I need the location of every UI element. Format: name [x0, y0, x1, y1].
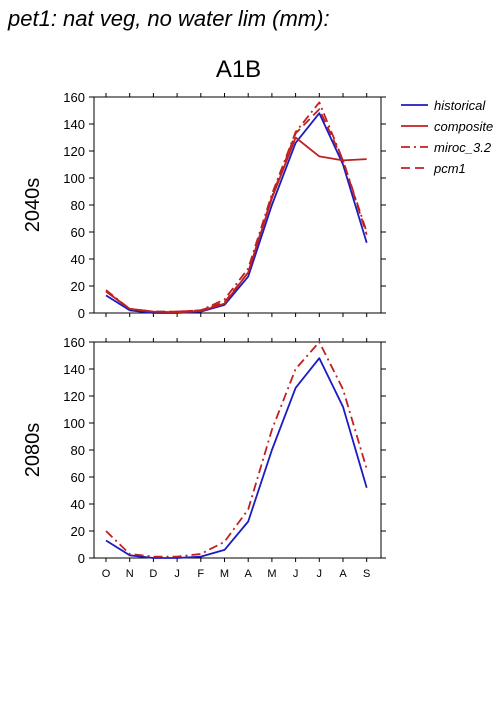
- series-line-historical: [105, 357, 368, 559]
- y-tick-label: 160: [63, 90, 85, 105]
- y-tick-label: 160: [63, 335, 85, 350]
- y-tick-label: 80: [71, 198, 85, 213]
- x-tick-label: A: [245, 568, 253, 580]
- y-tick-label: 60: [71, 225, 85, 240]
- y-tick-label: 0: [78, 306, 85, 321]
- x-tick-label: M: [220, 568, 229, 580]
- legend-label-miroc_3.2: miroc_3.2: [434, 140, 492, 155]
- y-tick-label: 100: [63, 171, 85, 186]
- series-line-miroc_3.2: [105, 341, 368, 558]
- y-tick-label: 140: [63, 362, 85, 377]
- panel-label-2040s: 2040s: [22, 178, 44, 233]
- panel-2040s: 0 20 40 60 80 100 120 140 160 2040s: [22, 90, 386, 321]
- plot-frame: [93, 341, 382, 559]
- plot-frame: [93, 96, 382, 314]
- y-tick-label: 120: [63, 144, 85, 159]
- series-line-historical: [105, 112, 368, 314]
- x-tick-label: D: [149, 568, 157, 580]
- x-tick-label: M: [267, 568, 276, 580]
- y-tick-label: 60: [71, 470, 85, 485]
- scenario-title: A1B: [215, 56, 262, 83]
- panel-2080s: 0 20 40 60 80 100 120 140 160 O N D J F M A M J J A S 2080s: [22, 335, 386, 580]
- legend: historical composite miroc_3.2 pcm1: [401, 98, 493, 176]
- page-title: pet1: nat veg, no water lim (mm):: [8, 6, 330, 31]
- legend-label-historical: historical: [434, 98, 486, 113]
- x-tick-label: A: [339, 568, 347, 580]
- y-tick-label: 20: [71, 279, 85, 294]
- x-tick-label: F: [197, 568, 204, 580]
- legend-label-pcm1: pcm1: [433, 161, 466, 176]
- series-line-pcm1: [105, 108, 368, 313]
- x-tick-label: O: [102, 568, 111, 580]
- y-tick-label: 120: [63, 389, 85, 404]
- x-tick-label: J: [293, 568, 299, 580]
- x-tick-label: N: [126, 568, 134, 580]
- panel-label-2080s: 2080s: [22, 423, 44, 478]
- y-tick-label: 100: [63, 416, 85, 431]
- x-tick-label: J: [174, 568, 180, 580]
- y-tick-label: 140: [63, 117, 85, 132]
- y-tick-label: 40: [71, 497, 85, 512]
- series-line-miroc_3.2: [105, 101, 368, 313]
- y-tick-label: 40: [71, 252, 85, 267]
- y-tick-label: 80: [71, 443, 85, 458]
- legend-label-composite: composite: [434, 119, 493, 134]
- x-tick-label: S: [363, 568, 370, 580]
- y-tick-label: 20: [71, 524, 85, 539]
- y-tick-label: 0: [78, 551, 85, 566]
- x-tick-label: J: [317, 568, 323, 580]
